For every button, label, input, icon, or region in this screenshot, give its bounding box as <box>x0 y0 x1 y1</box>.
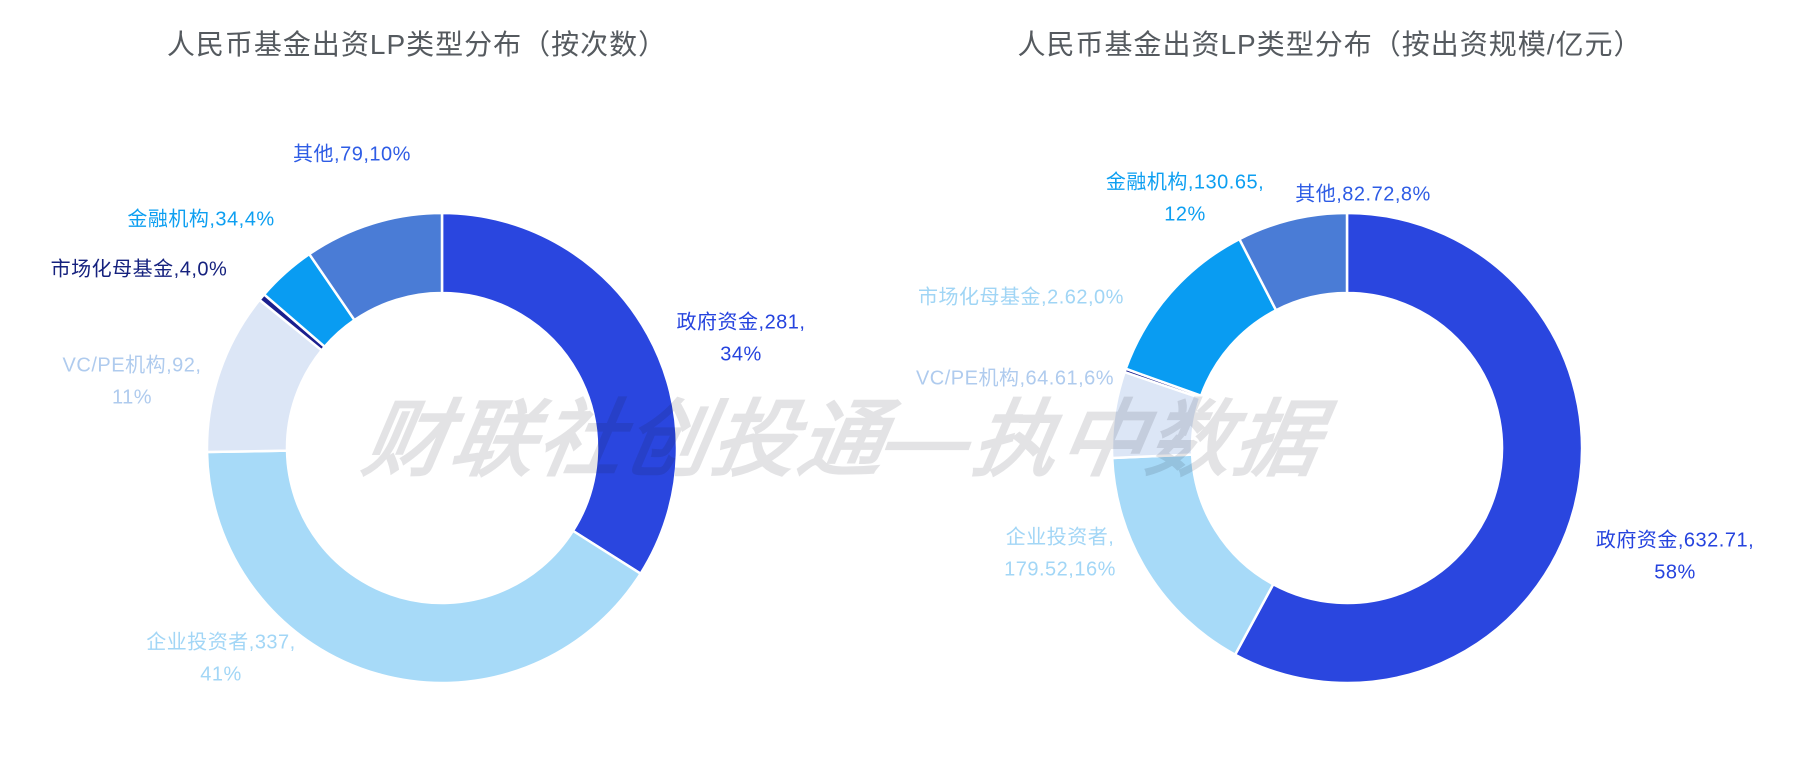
slice-label: 12% <box>1164 203 1206 226</box>
slice-label: 其他,82.72,8% <box>1295 183 1431 206</box>
slice-label: VC/PE机构,64.61,6% <box>915 367 1115 390</box>
slice-label: 其他,79,10% <box>293 143 411 166</box>
slice-label: 市场化母基金,2.62,0% <box>918 286 1124 309</box>
donut-slice[interactable] <box>1238 211 1349 312</box>
slice-label: 11% <box>111 386 153 409</box>
donut-slice[interactable] <box>1110 453 1275 656</box>
slice-label: 34% <box>720 343 762 366</box>
slice-label: 政府资金,632.71, <box>1595 529 1755 552</box>
donut-slice[interactable] <box>205 449 642 685</box>
slice-label: 58% <box>1654 561 1696 584</box>
slice-label: 金融机构,34,4% <box>127 208 275 231</box>
slice-label: 企业投资者,337, <box>146 631 296 654</box>
slice-label: 政府资金,281, <box>676 311 806 334</box>
donut-slice[interactable] <box>308 211 444 322</box>
donut-slice[interactable] <box>1233 211 1584 685</box>
slice-label: 企业投资者, <box>1005 526 1115 549</box>
slice-label: 41% <box>200 663 242 686</box>
slice-label: 179.52,16% <box>1004 558 1116 581</box>
donut-slice[interactable] <box>440 211 679 575</box>
chart-title-by-count: 人民币基金出资LP类型分布（按次数） <box>166 29 668 60</box>
slice-label: 金融机构,130.65, <box>1105 171 1265 194</box>
slice-label: VC/PE机构,92, <box>62 354 202 377</box>
slice-label: 市场化母基金,4,0% <box>50 258 228 281</box>
chart-title-by-scale: 人民币基金出资LP类型分布（按出资规模/亿元） <box>1017 29 1643 60</box>
